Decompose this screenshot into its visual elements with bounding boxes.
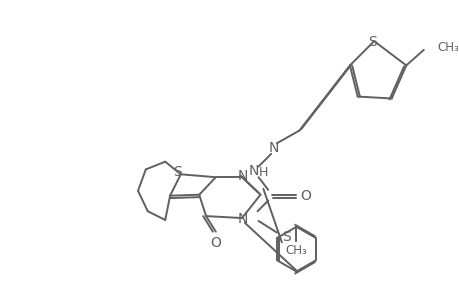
Text: S: S (282, 230, 291, 244)
Text: N: N (248, 164, 258, 178)
Text: N: N (237, 212, 248, 226)
Text: O: O (300, 189, 311, 203)
Text: N: N (237, 169, 248, 183)
Text: CH₃: CH₃ (437, 41, 458, 54)
Text: O: O (210, 236, 221, 250)
Text: N: N (269, 141, 279, 155)
Text: CH₃: CH₃ (285, 244, 307, 256)
Text: S: S (367, 35, 376, 49)
Text: S: S (173, 165, 182, 179)
Text: H: H (258, 166, 268, 179)
